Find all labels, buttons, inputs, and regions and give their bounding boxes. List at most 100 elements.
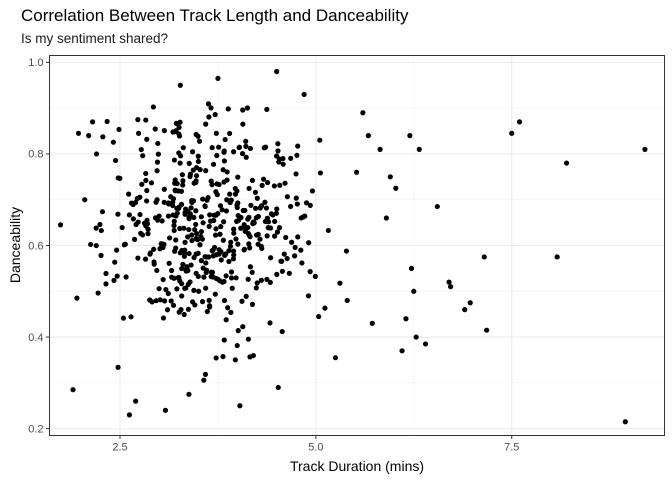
- data-point: [143, 177, 149, 183]
- data-point: [154, 159, 161, 165]
- data-point: [312, 273, 318, 279]
- data-point: [182, 209, 188, 216]
- data-point: [225, 106, 231, 112]
- data-point: [165, 290, 171, 297]
- y-axis-ticks: 0.2 0.4 0.6 0.8 1.0: [28, 57, 50, 435]
- data-point: [377, 146, 383, 152]
- data-point: [275, 141, 281, 147]
- data-point: [200, 265, 206, 271]
- y-tick-label: 0.8: [28, 149, 43, 161]
- data-point: [200, 220, 206, 226]
- data-point: [103, 281, 109, 287]
- data-point: [231, 149, 237, 155]
- data-point: [201, 274, 207, 280]
- data-point: [622, 419, 628, 425]
- data-point: [200, 196, 206, 202]
- data-point: [239, 151, 246, 157]
- data-point: [262, 199, 268, 205]
- data-point: [156, 286, 162, 292]
- data-point: [305, 293, 312, 299]
- data-point: [144, 136, 150, 142]
- data-point: [89, 119, 96, 125]
- data-point: [306, 240, 312, 246]
- x-tick-label: 7.5: [504, 442, 519, 454]
- data-point: [82, 197, 88, 203]
- data-point: [242, 207, 248, 214]
- data-point: [274, 68, 280, 75]
- data-point: [202, 203, 208, 209]
- data-point: [239, 298, 245, 304]
- data-point: [171, 218, 177, 224]
- data-point: [126, 412, 133, 418]
- data-point: [203, 269, 209, 276]
- data-point: [203, 260, 209, 266]
- y-tick-label: 0.2: [28, 423, 43, 435]
- data-point: [86, 133, 92, 139]
- data-point: [195, 153, 201, 159]
- data-point: [191, 287, 197, 293]
- data-point: [130, 201, 136, 208]
- data-point: [179, 265, 185, 272]
- data-point: [183, 268, 189, 274]
- data-point: [188, 262, 194, 268]
- data-point: [212, 111, 218, 118]
- data-point: [115, 364, 121, 370]
- data-point: [135, 255, 141, 261]
- data-point: [307, 202, 313, 209]
- data-point: [264, 233, 270, 239]
- data-point: [271, 183, 277, 189]
- data-point: [199, 299, 206, 305]
- data-point: [186, 226, 192, 233]
- data-point: [197, 242, 203, 248]
- data-point: [144, 187, 150, 194]
- data-point: [246, 185, 252, 192]
- data-point: [195, 133, 201, 139]
- data-point: [243, 143, 249, 149]
- data-point: [294, 201, 300, 207]
- data-point: [209, 182, 215, 188]
- data-point: [157, 246, 163, 252]
- data-point: [181, 253, 187, 259]
- data-point: [344, 297, 350, 304]
- data-point: [221, 149, 227, 155]
- data-point: [161, 186, 167, 192]
- data-point: [93, 242, 99, 249]
- data-point: [407, 133, 413, 139]
- data-point: [168, 267, 175, 274]
- data-point: [110, 139, 116, 145]
- data-point: [154, 197, 160, 203]
- data-point: [189, 237, 195, 244]
- data-point: [174, 286, 180, 292]
- x-tick-label: 5.0: [308, 442, 323, 454]
- data-point: [187, 211, 193, 217]
- data-point: [175, 205, 182, 212]
- data-point: [176, 124, 182, 130]
- data-point: [186, 391, 192, 397]
- data-point: [191, 214, 197, 220]
- data-point: [223, 208, 229, 214]
- data-point: [100, 134, 106, 140]
- data-point: [218, 224, 224, 230]
- data-point: [252, 189, 259, 195]
- data-point: [220, 167, 226, 173]
- data-point: [302, 213, 308, 219]
- data-point: [467, 300, 473, 306]
- data-point: [205, 194, 211, 201]
- data-point: [177, 153, 184, 159]
- data-point: [233, 236, 239, 242]
- data-point: [280, 161, 286, 167]
- chart-subtitle: Is my sentiment shared?: [21, 31, 169, 46]
- data-point: [240, 107, 246, 113]
- data-point: [169, 274, 175, 280]
- data-point: [207, 218, 214, 224]
- data-point: [181, 311, 187, 318]
- data-point: [446, 279, 452, 285]
- data-point: [177, 278, 183, 284]
- data-point: [203, 168, 209, 174]
- data-point: [293, 195, 299, 201]
- data-point: [247, 264, 253, 270]
- data-point: [276, 156, 282, 162]
- data-point: [257, 236, 263, 242]
- data-point: [264, 215, 271, 221]
- data-point: [143, 170, 149, 177]
